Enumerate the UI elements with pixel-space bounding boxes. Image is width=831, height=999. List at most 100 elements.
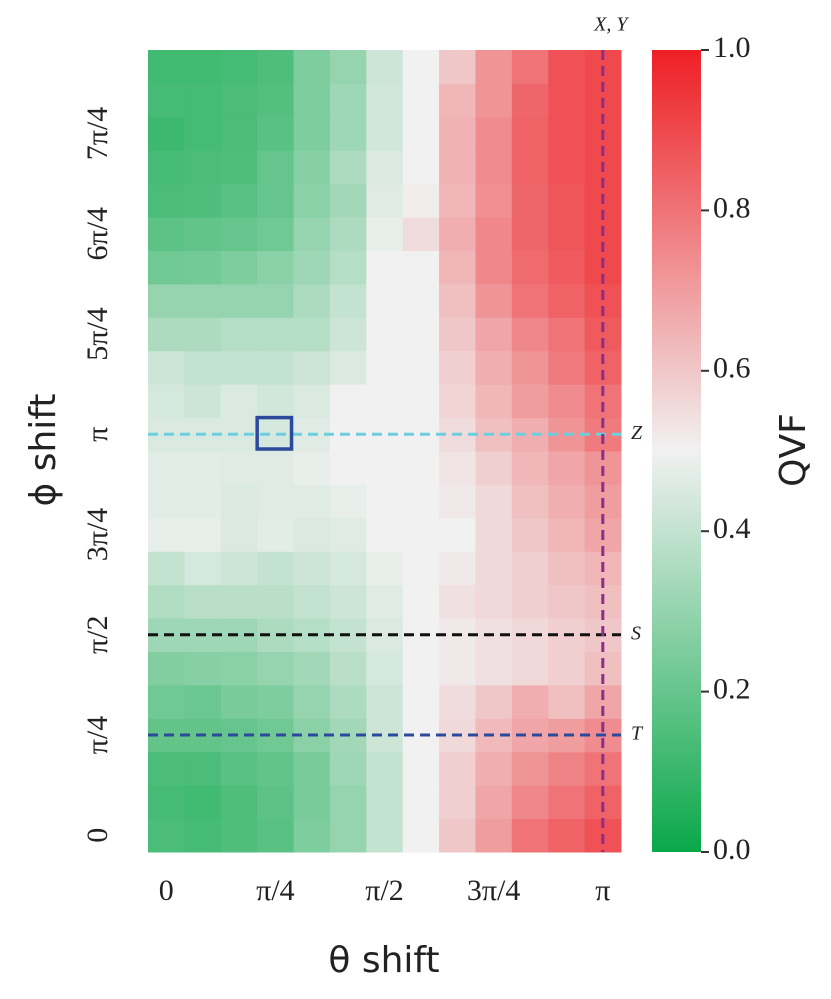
heatmap-cell <box>475 150 513 185</box>
heatmap-cell <box>475 50 513 84</box>
heatmap-cell <box>511 517 549 552</box>
heatmap-cell <box>475 584 513 619</box>
heatmap-cell <box>257 651 295 686</box>
heatmap-cell <box>475 183 513 218</box>
heatmap-cell <box>293 217 331 251</box>
heatmap-cell <box>293 818 331 853</box>
heatmap-cell <box>511 785 549 820</box>
heatmap-cell <box>257 350 295 385</box>
heatmap-cell <box>148 785 185 820</box>
heatmap-cell <box>293 150 331 185</box>
heatmap-cell <box>548 584 586 619</box>
heatmap-cell <box>366 384 404 419</box>
heatmap-cell <box>548 283 586 318</box>
heatmap-cell <box>293 684 331 719</box>
heatmap-cell <box>148 818 185 853</box>
heatmap-cell <box>548 451 586 485</box>
heatmap-cell <box>402 785 440 820</box>
heatmap-cell <box>511 250 549 285</box>
heatmap-cell <box>548 785 586 820</box>
heatmap-cell <box>402 684 440 719</box>
heatmap-cell <box>475 651 513 686</box>
heatmap-cell <box>220 283 258 318</box>
heatmap-cell <box>475 283 513 318</box>
y-axis-title: ϕ shift <box>23 394 64 507</box>
heatmap-cell <box>257 50 295 84</box>
reference-label: T <box>631 723 644 745</box>
heatmap-cell <box>475 350 513 385</box>
heatmap-cell <box>257 484 295 519</box>
heatmap-cell <box>220 116 258 151</box>
heatmap-cell <box>184 283 222 318</box>
reference-label: Z <box>631 422 643 444</box>
heatmap-cell <box>257 116 295 151</box>
y-tick-label: 6π/4 <box>81 207 114 260</box>
heatmap-cell <box>293 584 331 619</box>
heatmap-cell <box>148 250 185 285</box>
heatmap-cell <box>511 451 549 485</box>
heatmap-cell <box>293 350 331 385</box>
heatmap-cell <box>475 116 513 151</box>
heatmap-cell <box>329 217 367 251</box>
heatmap-cell <box>293 183 331 218</box>
heatmap-cell <box>366 651 404 686</box>
heatmap-cell <box>548 217 586 251</box>
heatmap-cell <box>220 584 258 619</box>
heatmap-cell <box>293 250 331 285</box>
heatmap-cell <box>257 317 295 352</box>
y-tick-label: 0 <box>81 828 114 843</box>
heatmap-cell <box>475 250 513 285</box>
heatmap-cell <box>293 785 331 820</box>
heatmap-cell <box>402 484 440 519</box>
heatmap-cell <box>184 551 222 586</box>
heatmap-cell <box>548 384 586 419</box>
heatmap-cell <box>475 785 513 820</box>
heatmap-cell <box>548 684 586 719</box>
heatmap-cell <box>439 584 476 619</box>
heatmap-cell <box>184 818 222 853</box>
heatmap-cell <box>220 651 258 686</box>
highlight-marker <box>255 415 294 451</box>
heatmap-cell <box>257 785 295 820</box>
heatmap-cell <box>366 785 404 820</box>
heatmap-cell <box>366 250 404 285</box>
heatmap-cell <box>329 651 367 686</box>
heatmap-cell <box>439 217 476 251</box>
heatmap-cell <box>220 183 258 218</box>
heatmap-cell <box>366 217 404 251</box>
heatmap-cell <box>257 684 295 719</box>
colorbar-tick-label: 0.8 <box>713 191 751 224</box>
heatmap-cell <box>184 451 222 485</box>
heatmap-cell <box>439 83 476 118</box>
heatmap-cell <box>402 250 440 285</box>
heatmap-cell <box>257 451 295 485</box>
heatmap-cell <box>548 751 586 786</box>
heatmap-cell <box>439 183 476 218</box>
heatmap-cell <box>220 350 258 385</box>
heatmap-cell <box>511 484 549 519</box>
heatmap-cell <box>511 317 549 352</box>
colorbar-title: QVF <box>773 413 814 487</box>
heatmap-cell <box>257 83 295 118</box>
heatmap-cell <box>475 217 513 251</box>
heatmap-cell <box>329 551 367 586</box>
heatmap-cell <box>329 183 367 218</box>
heatmap-cell <box>148 451 185 485</box>
heatmap-cell <box>148 384 185 419</box>
heatmap-cell <box>475 517 513 552</box>
heatmap-cell <box>439 484 476 519</box>
heatmap-cell <box>329 818 367 853</box>
colorbar <box>652 50 701 852</box>
heatmap-cell <box>257 183 295 218</box>
heatmap-cell <box>366 183 404 218</box>
heatmap-cell <box>148 116 185 151</box>
heatmap-cell <box>257 250 295 285</box>
heatmap-cell <box>148 283 185 318</box>
heatmap-cell <box>329 751 367 786</box>
heatmap-cell <box>366 584 404 619</box>
x-tick-label: π <box>595 874 610 907</box>
heatmap-cell <box>257 584 295 619</box>
heatmap-cell <box>220 684 258 719</box>
heatmap-cell <box>148 517 185 552</box>
heatmap-cell <box>475 684 513 719</box>
